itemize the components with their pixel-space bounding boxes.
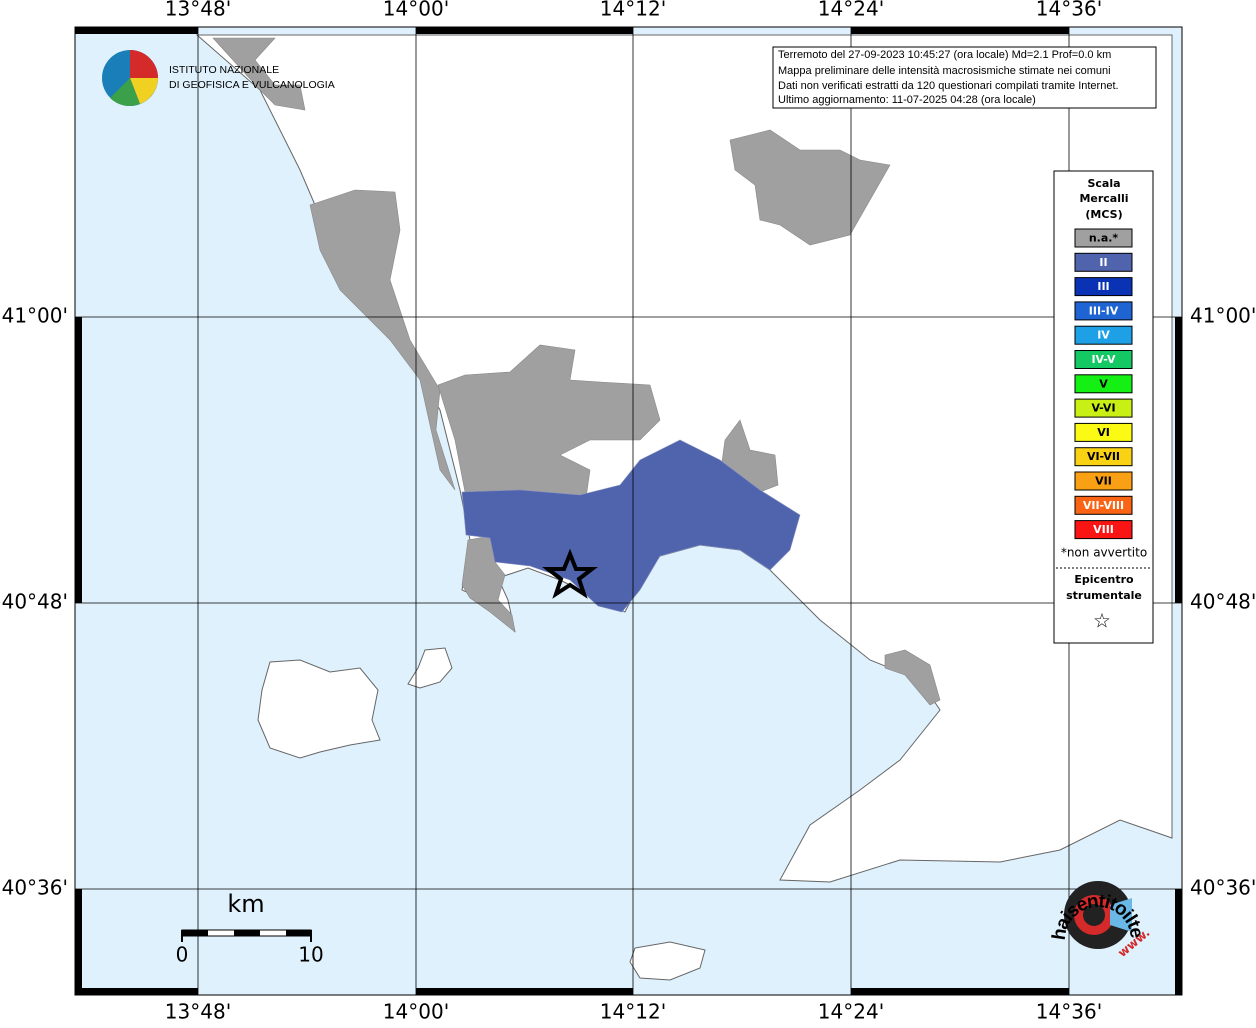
info-box: Terremoto del 27-09-2023 10:45:27 (ora l… xyxy=(772,46,1157,109)
legend-label: III xyxy=(1097,280,1109,293)
legend-swatch xyxy=(1074,350,1133,369)
longitude-label: 14°36' xyxy=(1036,0,1102,21)
longitude-label: 13°48' xyxy=(165,1000,231,1024)
longitude-label: 14°00' xyxy=(383,0,449,21)
ingv-logo: ISTITUTO NAZIONALE DI GEOFISICA E VULCAN… xyxy=(102,50,335,107)
info-line: Terremoto del 27-09-2023 10:45:27 (ora l… xyxy=(778,49,1111,61)
area-na xyxy=(309,189,456,491)
scale-label: 10 xyxy=(298,943,323,967)
legend-label: VI xyxy=(1097,426,1110,439)
scale-bar: km 0 10 xyxy=(176,890,324,967)
info-line: Dati non verificati estratti da 120 ques… xyxy=(778,80,1119,92)
latitude-label: 40°36' xyxy=(2,876,68,900)
logo-text: ISTITUTO NAZIONALE xyxy=(169,64,279,76)
legend-epicenter-symbol: ☆ xyxy=(1093,609,1111,633)
legend-swatch xyxy=(1074,422,1133,442)
legend-swatch xyxy=(1074,374,1133,394)
longitude-label: 14°24' xyxy=(818,0,884,21)
legend-swatch xyxy=(1074,447,1133,467)
info-line: Ultimo aggiornamento: 11-07-2025 04:28 (… xyxy=(778,94,1036,106)
legend-label: IV-V xyxy=(1091,353,1116,366)
frame xyxy=(74,26,1183,996)
legend-label: n.a.* xyxy=(1089,232,1119,245)
scale-unit: km xyxy=(227,890,264,918)
legend: Scala Mercalli (MCS) *non avvertito Epic… xyxy=(1053,170,1154,644)
longitude-label: 13°48' xyxy=(165,0,231,21)
graticule xyxy=(75,27,1182,995)
latitude-label: 40°36' xyxy=(1190,876,1256,900)
latitude-label: 41°00' xyxy=(2,304,68,328)
epicenter-star xyxy=(542,548,598,599)
legend-swatch xyxy=(1074,252,1133,272)
longitude-label: 14°12' xyxy=(600,0,666,21)
legend-swatch xyxy=(1074,520,1133,540)
longitude-label: 14°36' xyxy=(1036,1000,1102,1024)
longitude-label: 14°24' xyxy=(818,1000,884,1024)
legend-swatch xyxy=(1074,277,1133,297)
legend-title: Mercalli xyxy=(1079,192,1128,205)
latitude-label: 41°00' xyxy=(1190,304,1256,328)
area-na xyxy=(729,129,891,246)
longitude-label: 14°00' xyxy=(383,1000,449,1024)
legend-label: VIII xyxy=(1093,523,1114,536)
legend-note: *non avvertito xyxy=(1061,546,1147,560)
legend-swatch xyxy=(1074,398,1133,418)
latitude-label: 40°48' xyxy=(1190,590,1256,614)
legend-label: V-VI xyxy=(1091,402,1115,415)
legend-title: Scala xyxy=(1087,177,1120,190)
legend-label: II xyxy=(1099,256,1107,269)
capri xyxy=(629,941,706,981)
latitude-label: 40°48' xyxy=(2,590,68,614)
area-na xyxy=(884,649,941,706)
area-na xyxy=(212,37,306,111)
legend-label: V xyxy=(1099,377,1108,390)
legend-label: VII-VIII xyxy=(1083,499,1124,512)
legend-label: VII xyxy=(1095,475,1112,488)
legend-swatch xyxy=(1074,325,1133,345)
logo-text: DI GEOFISICA E VULCANOLOGIA xyxy=(169,79,335,91)
legend-title: (MCS) xyxy=(1085,208,1122,221)
legend-label: III-IV xyxy=(1089,304,1119,317)
scale-label: 0 xyxy=(176,943,189,967)
not-assessed-areas xyxy=(212,37,941,706)
legend-swatch xyxy=(1074,495,1133,515)
legend-epicenter: Epicentro xyxy=(1074,573,1134,586)
longitude-label: 14°12' xyxy=(600,1000,666,1024)
legend-swatch xyxy=(1074,301,1133,321)
ischia xyxy=(257,659,381,759)
legend-epicenter: strumentale xyxy=(1066,589,1142,602)
legend-swatch xyxy=(1074,228,1133,248)
legend-label: IV xyxy=(1097,329,1110,342)
legend-swatch xyxy=(1074,471,1133,491)
legend-label: VI-VII xyxy=(1087,450,1120,463)
info-line: Mappa preliminare delle intensità macros… xyxy=(778,65,1111,77)
